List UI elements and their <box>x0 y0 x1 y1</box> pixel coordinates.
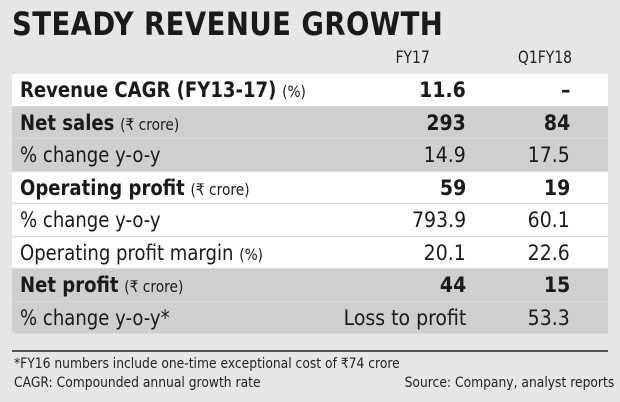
cell-q1fy18: 22.6 <box>527 240 570 265</box>
row-label-text: Net sales <box>20 110 115 135</box>
row-unit: (%) <box>282 82 306 101</box>
table-row: % change y-o-y 14.9 17.5 <box>12 139 608 172</box>
cell-fy17: 793.9 <box>411 208 466 232</box>
cell-q1fy18: – <box>560 78 570 102</box>
cell-q1fy18: 60.1 <box>527 208 570 232</box>
cell-fy17: 44 <box>439 273 466 297</box>
row-label: Net profit (₹ crore) <box>20 273 183 299</box>
row-label-text: % change y-o-y <box>20 208 161 232</box>
cell-q1fy18: 17.5 <box>527 143 570 167</box>
footnote: *FY16 numbers include one-time exception… <box>14 356 400 372</box>
abbreviation-note: CAGR: Compounded annual growth rate <box>14 375 261 391</box>
chart-title: STEADY REVENUE GROWTH <box>12 5 444 43</box>
cell-fy17: 59 <box>439 175 466 200</box>
cell-q1fy18: 19 <box>543 175 570 200</box>
cell-fy17: 14.9 <box>423 143 466 167</box>
cell-fy17: 11.6 <box>419 78 466 102</box>
data-table: Revenue CAGR (FY13-17) (%) 11.6 – Net sales… <box>12 74 608 334</box>
column-header-q1fy18: Q1FY18 <box>517 48 572 68</box>
row-label: Net sales (₹ crore) <box>20 111 179 137</box>
row-label-text: Net profit <box>20 273 119 297</box>
footer-divider <box>12 350 608 352</box>
cell-fy17: 20.1 <box>423 240 466 265</box>
table-row: Operating profit (₹ crore) 59 19 <box>12 171 608 204</box>
row-unit: (%) <box>239 244 264 264</box>
row-label-text: Operating profit <box>20 175 185 200</box>
cell-fy17: Loss to profit <box>343 305 466 330</box>
row-label: % change y-o-y* <box>20 306 170 330</box>
column-header-fy17: FY17 <box>395 48 430 68</box>
cell-q1fy18: 53.3 <box>527 305 570 330</box>
row-label: Operating profit (₹ crore) <box>20 176 250 202</box>
row-label-text: Revenue CAGR (FY13-17) <box>20 78 277 102</box>
row-unit: (₹ crore) <box>190 179 250 199</box>
source-note: Source: Company, analyst reports <box>404 375 614 391</box>
table-row: % change y-o-y* Loss to profit 53.3 <box>12 301 608 334</box>
table-row: % change y-o-y 793.9 60.1 <box>12 204 608 237</box>
row-label: % change y-o-y <box>20 208 161 232</box>
row-label-text: % change y-o-y* <box>20 305 170 330</box>
table-row: Operating profit margin (%) 20.1 22.6 <box>12 236 608 269</box>
table-row: Revenue CAGR (FY13-17) (%) 11.6 – <box>12 74 608 107</box>
table-row: Net sales (₹ crore) 293 84 <box>12 106 608 139</box>
row-label-text: Operating profit margin <box>20 240 234 265</box>
row-label: Operating profit margin (%) <box>20 241 263 267</box>
row-label-text: % change y-o-y <box>20 143 161 167</box>
table-row: Net profit (₹ crore) 44 15 <box>12 269 608 302</box>
row-unit: (₹ crore) <box>120 114 180 134</box>
cell-q1fy18: 15 <box>543 273 570 297</box>
row-unit: (₹ crore) <box>124 277 184 296</box>
row-label: % change y-o-y <box>20 143 161 167</box>
row-label: Revenue CAGR (FY13-17) (%) <box>20 78 306 104</box>
cell-q1fy18: 84 <box>543 110 570 135</box>
cell-fy17: 293 <box>426 110 466 135</box>
